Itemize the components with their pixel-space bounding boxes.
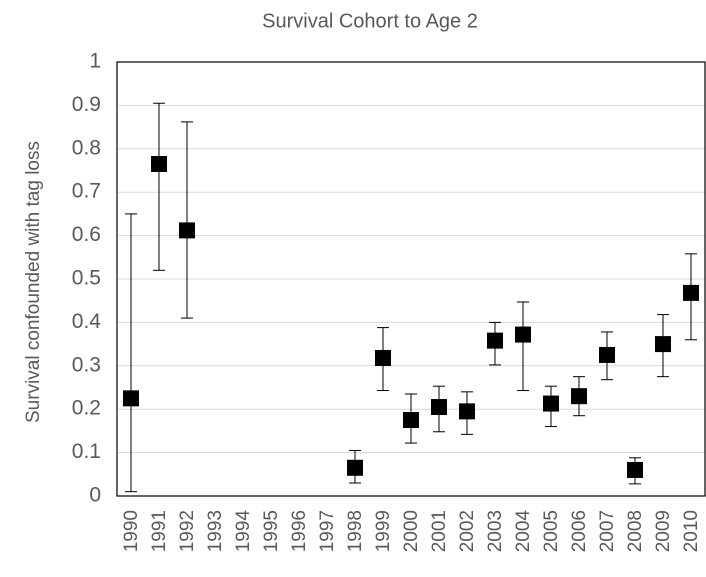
y-tick-label: 0.4 [72, 310, 102, 333]
marker [375, 349, 391, 366]
x-tick-label: 2000 [401, 510, 422, 552]
marker [347, 459, 363, 476]
x-tick-label: 1998 [345, 510, 366, 552]
marker [487, 332, 503, 349]
marker [599, 346, 615, 363]
x-tick-label: 1999 [373, 510, 394, 552]
y-tick-label: 0.9 [72, 93, 101, 116]
x-tick-label: 2005 [541, 510, 562, 552]
marker [431, 399, 447, 416]
x-tick-label: 2001 [429, 510, 450, 552]
x-tick-label: 2010 [681, 510, 702, 552]
x-tick-label: 1992 [177, 510, 198, 552]
marker [459, 403, 475, 420]
y-tick-label: 0.2 [72, 397, 101, 420]
marker [515, 326, 531, 343]
marker [123, 390, 139, 407]
marker [627, 461, 643, 478]
y-tick-label: 0 [89, 484, 101, 507]
x-tick-label: 2004 [513, 510, 534, 553]
y-tick-label: 0.5 [72, 267, 101, 290]
x-tick-label: 1996 [289, 510, 310, 552]
x-tick-label: 2009 [653, 510, 674, 552]
x-tick-label: 1995 [261, 510, 282, 552]
x-tick-label: 1994 [233, 510, 254, 553]
y-tick-label: 0.8 [72, 136, 101, 159]
x-tick-label: 1991 [149, 510, 170, 552]
marker [179, 222, 195, 239]
x-tick-label: 2002 [457, 510, 478, 552]
x-tick-label: 2006 [569, 510, 590, 552]
chart-title: Survival Cohort to Age 2 [262, 10, 478, 32]
marker [571, 388, 587, 405]
y-tick-label: 0.6 [72, 223, 101, 246]
marker [543, 395, 559, 412]
x-tick-label: 2007 [597, 510, 618, 552]
x-tick-label: 2008 [625, 510, 646, 552]
x-tick-label: 2003 [485, 510, 506, 552]
x-tick-label: 1997 [317, 510, 338, 552]
y-tick-label: 0.3 [72, 353, 101, 376]
marker [655, 336, 671, 353]
y-tick-label: 1 [89, 50, 101, 73]
marker [151, 155, 167, 172]
x-tick-label: 1990 [121, 510, 142, 552]
plot-border [116, 61, 706, 497]
y-tick-label: 0.7 [72, 180, 101, 203]
marker [403, 412, 419, 429]
y-axis-label: Survival confounded with tag loss [23, 141, 44, 423]
marker [683, 284, 699, 301]
x-tick-label: 1993 [205, 510, 226, 552]
y-tick-label: 0.1 [72, 440, 101, 463]
